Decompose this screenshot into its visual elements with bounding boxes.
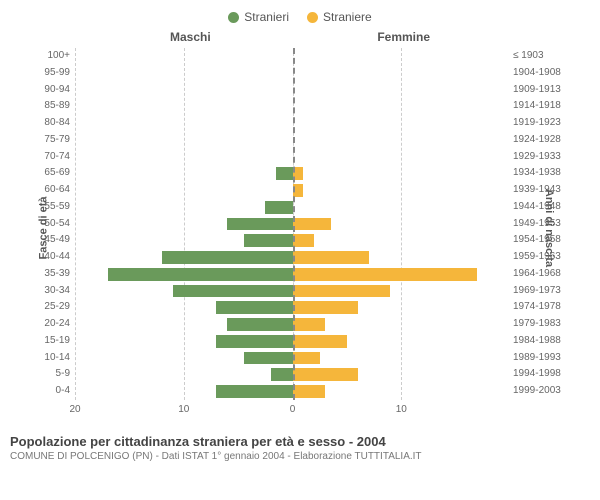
chart-title: Popolazione per cittadinanza straniera p… bbox=[10, 434, 590, 449]
birth-year-label: 1984-1988 bbox=[513, 333, 575, 349]
age-label: 100+ bbox=[30, 48, 70, 64]
age-label: 80-84 bbox=[30, 115, 70, 131]
birth-year-label: 1909-1913 bbox=[513, 82, 575, 98]
bar-male bbox=[276, 167, 292, 180]
bar-male bbox=[216, 335, 292, 348]
age-label: 20-24 bbox=[30, 316, 70, 332]
age-label: 5-9 bbox=[30, 366, 70, 382]
bar-female bbox=[293, 268, 478, 281]
age-label: 70-74 bbox=[30, 149, 70, 165]
bar-male bbox=[271, 368, 293, 381]
birth-year-label: 1994-1998 bbox=[513, 366, 575, 382]
age-label: 65-69 bbox=[30, 165, 70, 181]
column-header-female: Femmine bbox=[377, 30, 430, 44]
age-label: 95-99 bbox=[30, 65, 70, 81]
age-label: 55-59 bbox=[30, 199, 70, 215]
age-label: 85-89 bbox=[30, 98, 70, 114]
bar-male bbox=[216, 385, 292, 398]
x-tick-label: 20 bbox=[69, 404, 80, 415]
legend-dot-female bbox=[307, 12, 318, 23]
legend: Stranieri Straniere bbox=[10, 10, 590, 24]
chart-subtitle: COMUNE DI POLCENIGO (PN) - Dati ISTAT 1°… bbox=[10, 451, 590, 462]
chart-footer: Popolazione per cittadinanza straniera p… bbox=[10, 434, 590, 462]
legend-label-male: Stranieri bbox=[244, 10, 289, 24]
birth-year-label: 1929-1933 bbox=[513, 149, 575, 165]
age-label: 0-4 bbox=[30, 383, 70, 399]
bar-male bbox=[162, 251, 293, 264]
bar-female bbox=[293, 234, 315, 247]
birth-year-label: 1989-1993 bbox=[513, 350, 575, 366]
age-label: 75-79 bbox=[30, 132, 70, 148]
bar-female bbox=[293, 218, 331, 231]
bar-male bbox=[227, 318, 292, 331]
birth-year-label: 1964-1968 bbox=[513, 266, 575, 282]
legend-dot-male bbox=[228, 12, 239, 23]
birth-year-label: 1944-1948 bbox=[513, 199, 575, 215]
bar-female bbox=[293, 352, 320, 365]
age-label: 10-14 bbox=[30, 350, 70, 366]
birth-year-label: 1939-1943 bbox=[513, 182, 575, 198]
age-label: 40-44 bbox=[30, 249, 70, 265]
birth-year-label: 1924-1928 bbox=[513, 132, 575, 148]
legend-item-female: Straniere bbox=[307, 10, 372, 24]
chart: Maschi Femmine Fasce di età Anni di nasc… bbox=[10, 28, 590, 428]
legend-item-male: Stranieri bbox=[228, 10, 289, 24]
x-tick-label: 10 bbox=[178, 404, 189, 415]
birth-year-label: 1974-1978 bbox=[513, 299, 575, 315]
bar-female bbox=[293, 368, 358, 381]
age-label: 25-29 bbox=[30, 299, 70, 315]
birth-year-label: 1934-1938 bbox=[513, 165, 575, 181]
birth-year-label: 1969-1973 bbox=[513, 283, 575, 299]
birth-year-label: 1949-1953 bbox=[513, 216, 575, 232]
age-label: 15-19 bbox=[30, 333, 70, 349]
bar-female bbox=[293, 385, 326, 398]
birth-year-label: 1999-2003 bbox=[513, 383, 575, 399]
bar-male bbox=[244, 352, 293, 365]
x-tick-label: 10 bbox=[396, 404, 407, 415]
birth-year-label: 1914-1918 bbox=[513, 98, 575, 114]
plot-area: 100+≤ 190395-991904-190890-941909-191385… bbox=[75, 48, 510, 400]
bar-male bbox=[108, 268, 293, 281]
bar-male bbox=[265, 201, 292, 214]
birth-year-label: 1904-1908 bbox=[513, 65, 575, 81]
age-label: 45-49 bbox=[30, 232, 70, 248]
bar-male bbox=[227, 218, 292, 231]
birth-year-label: 1959-1963 bbox=[513, 249, 575, 265]
bar-male bbox=[173, 285, 293, 298]
column-header-male: Maschi bbox=[170, 30, 211, 44]
age-label: 35-39 bbox=[30, 266, 70, 282]
birth-year-label: ≤ 1903 bbox=[513, 48, 575, 64]
bar-female bbox=[293, 301, 358, 314]
x-axis-ticks: 2010010 bbox=[75, 404, 510, 420]
bar-female bbox=[293, 251, 369, 264]
bar-male bbox=[244, 234, 293, 247]
birth-year-label: 1919-1923 bbox=[513, 115, 575, 131]
legend-label-female: Straniere bbox=[323, 10, 372, 24]
bar-female bbox=[293, 318, 326, 331]
age-label: 50-54 bbox=[30, 216, 70, 232]
age-label: 60-64 bbox=[30, 182, 70, 198]
age-label: 90-94 bbox=[30, 82, 70, 98]
x-tick-label: 0 bbox=[290, 404, 296, 415]
center-axis-line bbox=[293, 48, 295, 400]
birth-year-label: 1954-1958 bbox=[513, 232, 575, 248]
birth-year-label: 1979-1983 bbox=[513, 316, 575, 332]
age-label: 30-34 bbox=[30, 283, 70, 299]
bar-female bbox=[293, 285, 391, 298]
bar-female bbox=[293, 335, 347, 348]
bar-male bbox=[216, 301, 292, 314]
